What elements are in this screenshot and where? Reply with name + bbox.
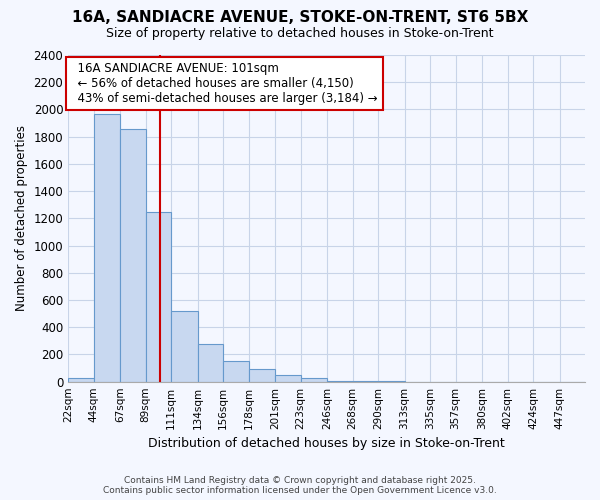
Y-axis label: Number of detached properties: Number of detached properties — [15, 126, 28, 312]
Bar — [248, 370, 275, 382]
Text: Size of property relative to detached houses in Stoke-on-Trent: Size of property relative to detached ho… — [106, 28, 494, 40]
Bar — [68, 378, 94, 382]
Bar — [327, 381, 353, 382]
Text: 16A, SANDIACRE AVENUE, STOKE-ON-TRENT, ST6 5BX: 16A, SANDIACRE AVENUE, STOKE-ON-TRENT, S… — [72, 10, 528, 25]
Bar — [223, 362, 248, 382]
X-axis label: Distribution of detached houses by size in Stoke-on-Trent: Distribution of detached houses by size … — [148, 437, 505, 450]
Bar — [120, 128, 146, 382]
Bar — [275, 375, 301, 382]
Bar — [94, 114, 120, 382]
Bar — [301, 378, 327, 382]
Text: 16A SANDIACRE AVENUE: 101sqm
  ← 56% of detached houses are smaller (4,150)
  43: 16A SANDIACRE AVENUE: 101sqm ← 56% of de… — [70, 62, 378, 105]
Bar — [197, 344, 223, 382]
Bar — [146, 212, 171, 382]
Bar — [171, 311, 197, 382]
Text: Contains HM Land Registry data © Crown copyright and database right 2025.
Contai: Contains HM Land Registry data © Crown c… — [103, 476, 497, 495]
